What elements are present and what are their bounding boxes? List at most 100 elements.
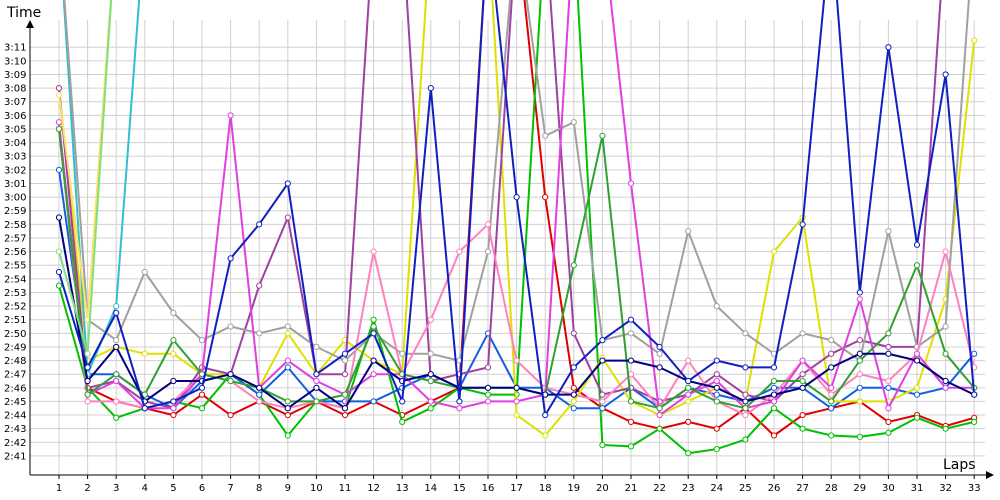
x-tick-label: 10 [310,483,323,494]
data-point [542,432,549,439]
data-point [370,371,377,378]
data-point [113,414,120,421]
data-point [427,371,434,378]
data-point [885,405,892,412]
data-point [141,268,148,276]
data-point [399,418,406,425]
data-point [713,425,720,432]
x-tick-labels: 1 2 3 4 5 6 7 8 9 10 11 12 13 14 15 16 17 18 19 20 21 22 23 24 2… [56,483,981,494]
data-point [341,411,349,419]
data-point [284,398,291,405]
data-point [570,405,577,412]
data-point [828,391,835,398]
data-point [399,398,406,405]
data-point [713,446,720,453]
y-tick-label: 2:51 [4,315,26,326]
data-point [942,384,949,391]
data-point [828,398,835,405]
x-tick-label: 1 [56,483,62,494]
y-tick-label: 2:54 [4,274,26,285]
data-point [542,132,549,139]
data-point [770,377,778,385]
data-point [227,255,234,262]
data-point [971,391,978,398]
y-tick-label: 3:04 [4,138,26,149]
data-point [542,411,549,419]
data-point [656,364,663,371]
data-point [599,398,606,405]
data-point [770,398,778,405]
data-point [570,398,577,405]
data-point [885,377,892,385]
x-tick-label: 30 [882,483,895,494]
data-point [170,398,177,405]
data-point [799,221,806,228]
data-point [313,371,320,378]
data-point [341,350,349,357]
y-tick-label: 3:08 [4,84,26,95]
data-point [828,432,835,439]
x-tick-label: 27 [796,483,809,494]
y-tick-label: 2:47 [4,370,26,381]
data-point [141,350,148,357]
data-point [484,248,492,255]
data-point [856,371,863,378]
data-point [427,405,434,412]
x-tick-label: 5 [170,483,176,494]
data-point [627,398,635,405]
data-point [427,316,434,323]
data-point [484,384,492,391]
data-point [799,330,806,337]
data-point [141,405,148,412]
x-tick-label: 9 [285,483,291,494]
data-point [599,357,606,364]
data-point [885,429,892,436]
data-point [198,405,206,412]
data-point [427,398,434,405]
y-tick-label: 3:00 [4,193,26,204]
data-point [84,398,91,405]
data-point [627,357,635,364]
x-tick-label: 24 [710,483,723,494]
data-point [942,350,949,357]
y-tick-label: 3:07 [4,97,26,108]
x-axis-title: Laps [943,457,976,473]
data-point [484,221,492,228]
data-point [856,350,863,357]
data-point [799,384,806,391]
data-point [713,384,720,391]
data-point [427,85,434,92]
data-point [599,391,606,398]
data-point [55,91,63,99]
data-point [256,282,263,289]
y-tick-label: 2:45 [4,397,26,408]
data-point [685,418,692,425]
data-point [370,316,377,323]
data-point [341,371,349,378]
y-tick-label: 2:41 [4,451,26,462]
data-point [284,357,291,364]
y-tick-label: 2:56 [4,247,26,258]
y-tick-label: 3:10 [4,56,26,67]
data-point [713,398,720,405]
data-point [913,384,921,391]
series-5 [55,0,942,412]
data-point [113,337,120,344]
x-tick-label: 13 [396,483,409,494]
data-point [856,384,863,391]
data-point [256,391,263,398]
data-point [284,323,291,330]
data-point [799,411,806,419]
data-point [713,371,720,378]
data-point [828,364,835,371]
data-point [227,377,234,385]
data-point [742,330,749,337]
data-point [84,377,91,385]
data-point [685,450,692,457]
data-point [570,330,577,337]
data-point [370,323,377,330]
series-line [58,0,942,410]
data-point [913,414,921,421]
y-axis-arrow [26,20,34,28]
x-tick-label: 14 [424,483,437,494]
